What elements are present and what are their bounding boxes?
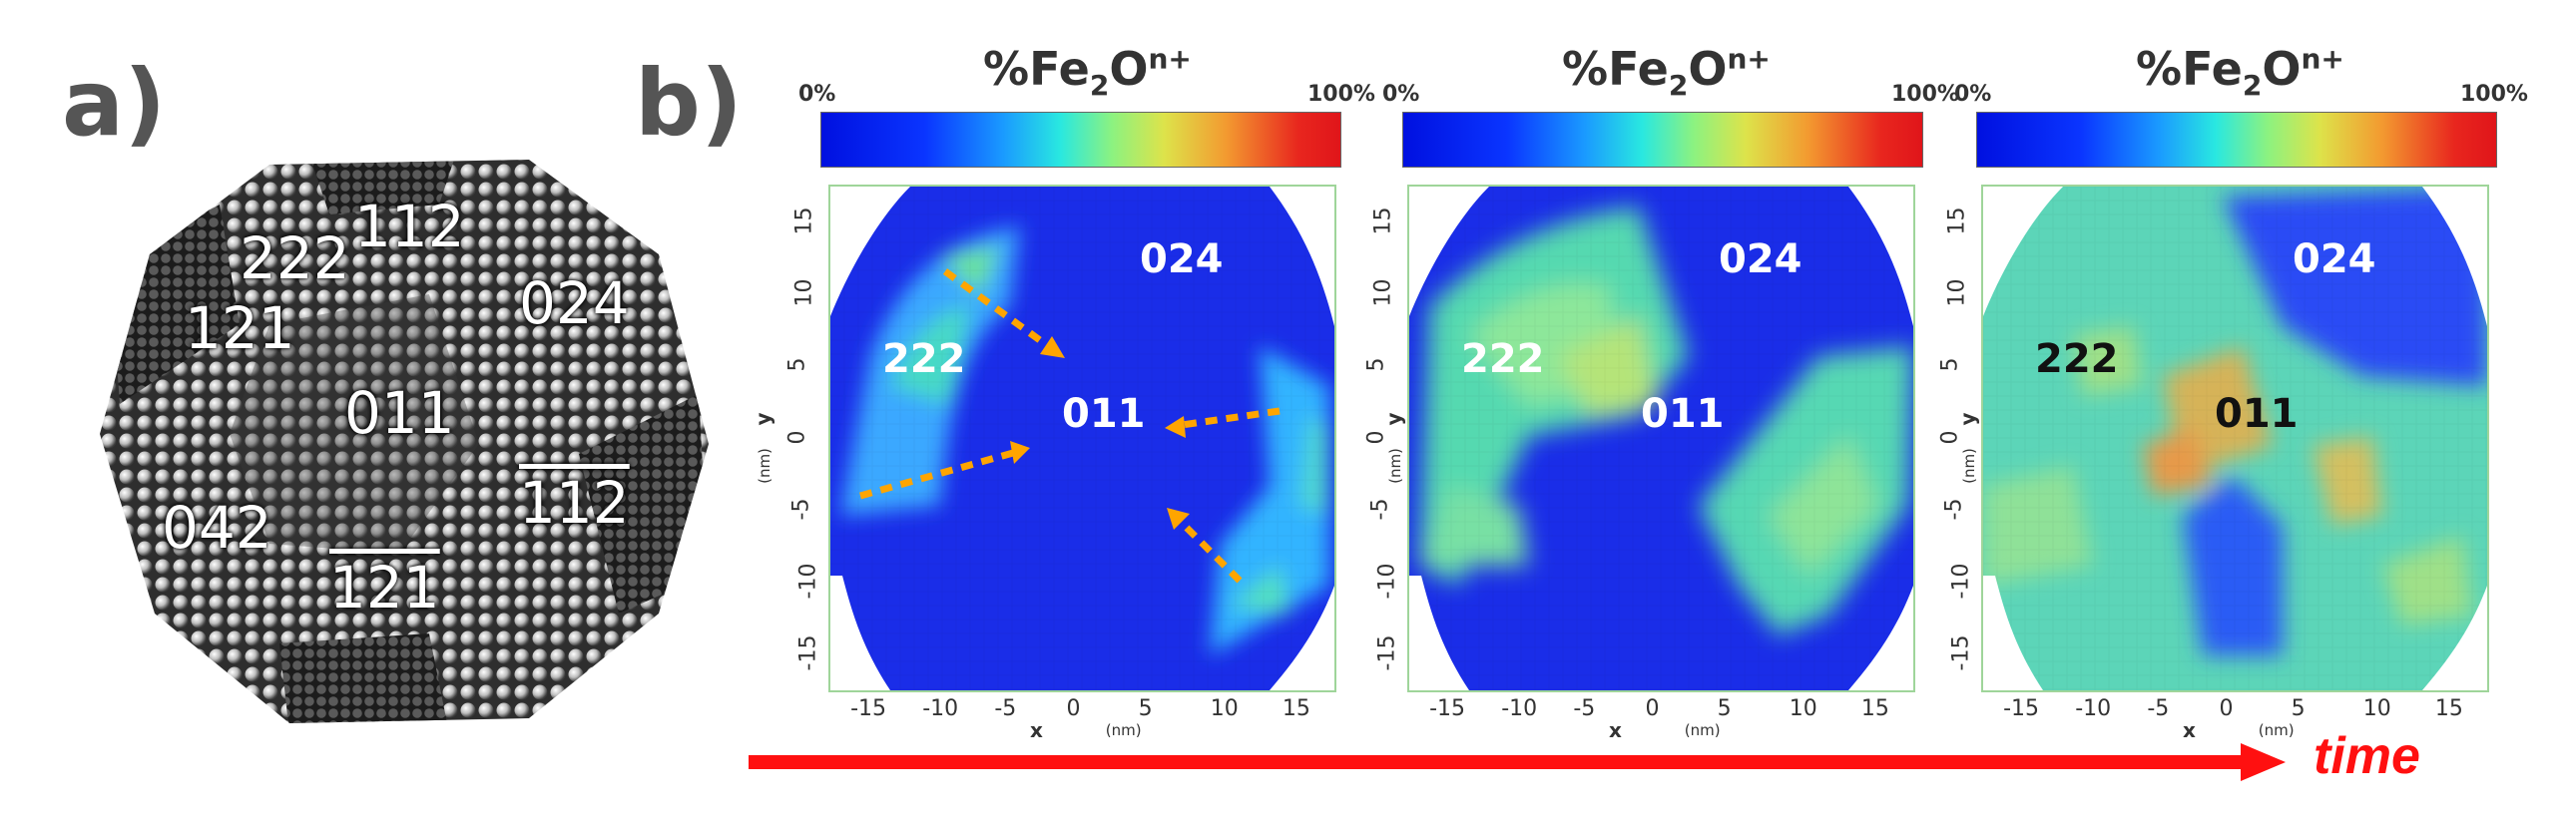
map-3-label-011: 011	[2215, 391, 2299, 437]
x-axis-unit: (nm)	[1684, 721, 1721, 739]
y-axis-unit: (nm)	[1959, 447, 1978, 484]
x-tick-label: -15	[1429, 696, 1465, 721]
y-tick-label: -5	[1367, 498, 1393, 521]
x-tick-label: 15	[1282, 696, 1310, 721]
x-axis-label: x	[2183, 718, 2196, 742]
y-tick-label: 5	[1937, 357, 1963, 372]
panel-a-label: a)	[62, 50, 167, 157]
colorbar-2	[1402, 112, 1923, 168]
x-axis-label: x	[1030, 718, 1043, 742]
colorbar-title-1: %Fe2On+	[983, 42, 1192, 103]
x-tick-label: -5	[994, 696, 1017, 721]
colorbar-title-2: %Fe2On+	[1562, 42, 1771, 103]
x-tick-label: 0	[2219, 696, 2234, 721]
y-tick-label: 15	[1370, 207, 1396, 235]
migration-arrows	[859, 268, 1281, 584]
x-tick-label: -10	[922, 696, 959, 721]
nanoparticle-model: 222 112 121 024 011 042 112 121	[100, 145, 709, 733]
map-1-label-011: 011	[1062, 391, 1146, 437]
x-tick-label: -5	[1573, 696, 1596, 721]
facet-024-label: 024	[519, 269, 630, 337]
y-tick-label: 10	[1944, 278, 1970, 307]
composition-map-3: 024 222 011	[1981, 185, 2489, 692]
composition-map-3-image	[1983, 187, 2487, 690]
map-3-label-222: 222	[2035, 336, 2119, 382]
colorbar-1	[820, 112, 1341, 168]
x-tick-label: -10	[1501, 696, 1538, 721]
facet-121-label: 121	[185, 294, 295, 362]
colorbar-min-label-2: 0%	[1382, 82, 1420, 107]
composition-map-1: 024 222 011	[828, 185, 1336, 692]
facet-222-label: 222	[240, 224, 350, 292]
x-tick-label: 10	[2362, 696, 2391, 721]
x-axis-label: x	[1609, 718, 1622, 742]
colorbar-max-label-3: 100%	[2460, 82, 2528, 107]
x-tick-label: 5	[1138, 696, 1153, 721]
x-tick-label: 15	[2434, 696, 2463, 721]
y-tick-label: 5	[784, 357, 810, 372]
y-tick-label: -5	[1941, 498, 1967, 521]
y-tick-label: -5	[788, 498, 814, 521]
y-tick-label: -10	[1948, 563, 1974, 600]
facet-bar121-label: 121	[329, 554, 440, 622]
y-tick-label: 10	[1370, 278, 1396, 307]
y-tick-label: 0	[1363, 430, 1389, 444]
composition-map-2: 024 222 011	[1407, 185, 1915, 692]
facet-042-label: 042	[162, 494, 272, 562]
panel-b-label: b)	[635, 50, 743, 157]
x-axis-unit: (nm)	[2258, 721, 2295, 739]
y-tick-label: -15	[1948, 634, 1974, 671]
x-tick-label: 10	[1789, 696, 1817, 721]
y-tick-label: 15	[791, 207, 817, 235]
map-2-label-222: 222	[1461, 336, 1545, 382]
nanoparticle-image	[100, 160, 709, 723]
x-tick-label: 5	[2291, 696, 2306, 721]
y-tick-label: -10	[795, 563, 821, 600]
colorbar-max-label-1: 100%	[1307, 82, 1375, 107]
time-arrow	[749, 743, 2286, 781]
x-tick-label: -10	[2075, 696, 2112, 721]
time-label: time	[2314, 727, 2420, 785]
y-tick-label: 15	[1944, 207, 1970, 235]
y-axis-label: y	[1955, 411, 1980, 426]
x-tick-label: -15	[850, 696, 886, 721]
colorbar-title-3: %Fe2On+	[2136, 42, 2344, 103]
facet-bar112-label: 112	[519, 469, 630, 537]
colorbar-min-label-3: 0%	[1954, 82, 1992, 107]
map-1-label-222: 222	[882, 336, 966, 382]
x-tick-label: 5	[1717, 696, 1732, 721]
y-tick-label: -10	[1374, 563, 1400, 600]
y-tick-label: 5	[1363, 357, 1389, 372]
colorbar-max-label-2: 100%	[1891, 82, 1959, 107]
x-tick-label: -5	[2147, 696, 2170, 721]
map-1-label-024: 024	[1140, 236, 1224, 282]
map-2-label-011: 011	[1641, 391, 1725, 437]
facet-112-label: 112	[354, 193, 465, 260]
x-axis-unit: (nm)	[1105, 721, 1142, 739]
composition-map-2-image	[1409, 187, 1913, 690]
y-tick-label: 10	[791, 278, 817, 307]
x-tick-label: 10	[1210, 696, 1239, 721]
map-3-label-024: 024	[2293, 236, 2376, 282]
composition-map-1-image	[830, 187, 1334, 690]
x-tick-label: 0	[1645, 696, 1660, 721]
y-axis-unit: (nm)	[1385, 447, 1404, 484]
y-tick-label: 0	[1937, 430, 1963, 444]
x-tick-label: 15	[1860, 696, 1889, 721]
facet-011-label: 011	[344, 379, 455, 447]
x-tick-label: -15	[2003, 696, 2039, 721]
x-tick-label: 0	[1066, 696, 1081, 721]
y-axis-label: y	[751, 411, 775, 426]
colorbar-3	[1976, 112, 2497, 168]
y-tick-label: -15	[795, 634, 821, 671]
y-axis-unit: (nm)	[755, 447, 773, 484]
y-tick-label: -15	[1374, 634, 1400, 671]
y-tick-label: 0	[784, 430, 810, 444]
colorbar-min-label-1: 0%	[798, 82, 836, 107]
y-axis-label: y	[1381, 411, 1406, 426]
map-2-label-024: 024	[1719, 236, 1803, 282]
